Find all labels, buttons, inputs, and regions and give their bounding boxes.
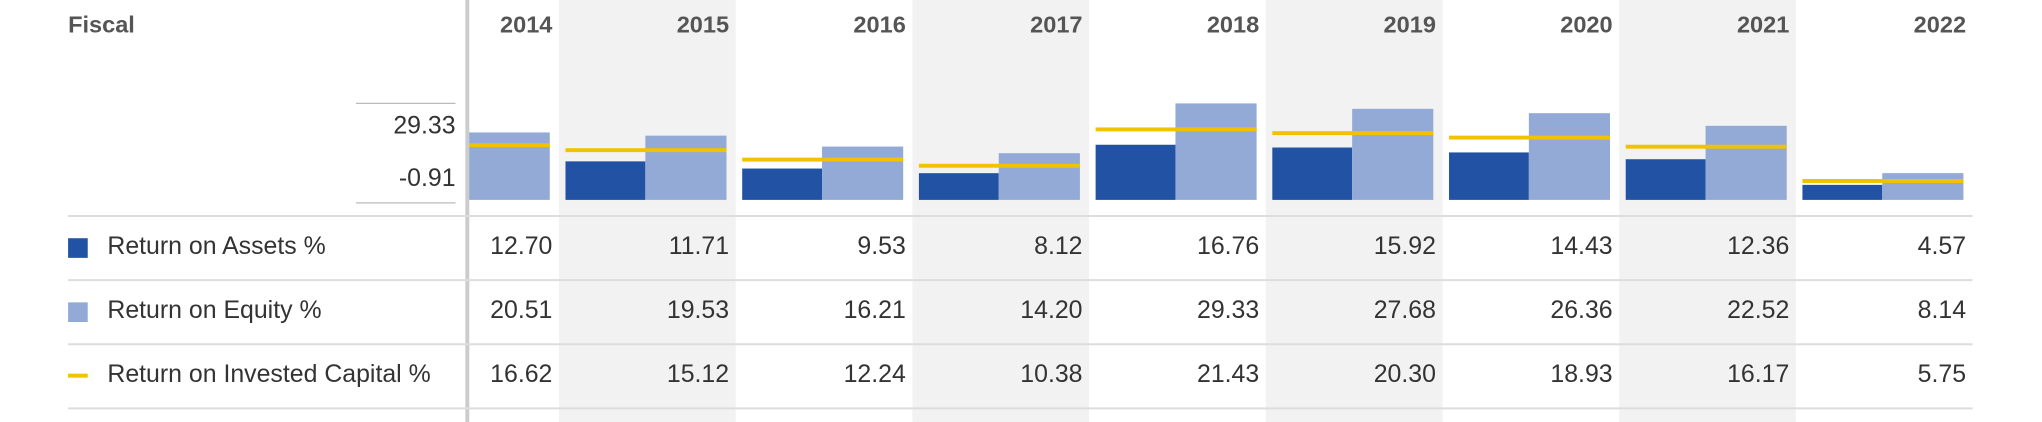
ric-line bbox=[1625, 144, 1787, 149]
value-label: 16.21 bbox=[844, 296, 906, 324]
value-label: 14.43 bbox=[1550, 232, 1612, 260]
column-shade bbox=[558, 0, 736, 422]
value-label: 12.36 bbox=[1727, 232, 1789, 260]
bar bbox=[1352, 108, 1434, 200]
value-label: 11.71 bbox=[669, 232, 729, 260]
value-label: 26.36 bbox=[1550, 296, 1612, 324]
legend-marker bbox=[68, 238, 88, 258]
value-label: 14.20 bbox=[1020, 296, 1082, 324]
ric-line bbox=[1449, 135, 1611, 140]
legend-label: Return on Invested Capital % bbox=[107, 360, 430, 388]
legend-label: Return on Equity % bbox=[107, 296, 321, 324]
value-label: 12.70 bbox=[490, 232, 552, 260]
value-label: 15.12 bbox=[667, 360, 729, 388]
bar bbox=[1175, 103, 1257, 200]
column-shade bbox=[1265, 0, 1443, 422]
value-label: 15.92 bbox=[1374, 232, 1436, 260]
year-label: 2017 bbox=[1030, 11, 1082, 37]
value-label: 20.30 bbox=[1374, 360, 1436, 388]
bar bbox=[1449, 152, 1529, 200]
ric-line bbox=[1095, 127, 1257, 132]
year-label: 2014 bbox=[500, 11, 552, 37]
value-label: 16.17 bbox=[1727, 360, 1789, 388]
legend-label: Return on Assets % bbox=[107, 232, 325, 260]
year-label: 2019 bbox=[1384, 11, 1436, 37]
ric-line bbox=[565, 148, 727, 153]
bar bbox=[1272, 147, 1353, 200]
ric-line bbox=[742, 157, 904, 162]
bar bbox=[1095, 144, 1176, 200]
value-label: 18.93 bbox=[1550, 360, 1612, 388]
value-label: 19.53 bbox=[667, 296, 729, 324]
y-tick-label: -0.91 bbox=[399, 164, 456, 192]
value-label: 21.43 bbox=[1197, 360, 1259, 388]
year-label: 2016 bbox=[853, 11, 905, 37]
year-label: 2021 bbox=[1737, 11, 1789, 37]
bar bbox=[1705, 125, 1787, 200]
legend-marker bbox=[68, 302, 88, 322]
bar bbox=[1625, 159, 1706, 200]
bar bbox=[822, 146, 904, 200]
ric-line bbox=[468, 143, 550, 148]
bar bbox=[468, 132, 550, 200]
header: Fiscal bbox=[68, 11, 135, 37]
y-tick-label: 29.33 bbox=[393, 112, 455, 140]
value-label: 10.38 bbox=[1020, 360, 1082, 388]
value-label: 5.75 bbox=[1918, 360, 1966, 388]
value-label: 12.24 bbox=[844, 360, 906, 388]
bar bbox=[918, 173, 999, 200]
value-label: 8.14 bbox=[1918, 296, 1967, 324]
value-label: 4.57 bbox=[1918, 232, 1966, 260]
column-shade bbox=[1619, 0, 1796, 422]
value-label: 16.76 bbox=[1197, 232, 1259, 260]
column-shade bbox=[912, 0, 1090, 422]
value-label: 27.68 bbox=[1374, 296, 1436, 324]
bar bbox=[742, 168, 823, 200]
value-label: 16.62 bbox=[490, 360, 552, 388]
bar bbox=[645, 135, 727, 200]
bar bbox=[1882, 173, 1964, 200]
ric-line bbox=[1272, 131, 1434, 136]
value-label: 8.12 bbox=[1034, 232, 1082, 260]
bar bbox=[565, 161, 646, 200]
bar bbox=[1802, 184, 1883, 200]
value-label: 9.53 bbox=[857, 232, 905, 260]
legend-marker bbox=[68, 373, 88, 378]
bar bbox=[998, 153, 1080, 200]
year-label: 2020 bbox=[1560, 11, 1612, 37]
value-label: 22.52 bbox=[1727, 296, 1789, 324]
ric-line bbox=[1802, 179, 1964, 183]
bar bbox=[1528, 113, 1611, 200]
value-label: 29.33 bbox=[1197, 296, 1259, 324]
year-label: 2018 bbox=[1207, 11, 1259, 37]
year-label: 2022 bbox=[1914, 11, 1966, 37]
ric-line bbox=[918, 163, 1080, 168]
year-label: 2015 bbox=[677, 11, 729, 37]
value-label: 20.51 bbox=[490, 296, 552, 324]
